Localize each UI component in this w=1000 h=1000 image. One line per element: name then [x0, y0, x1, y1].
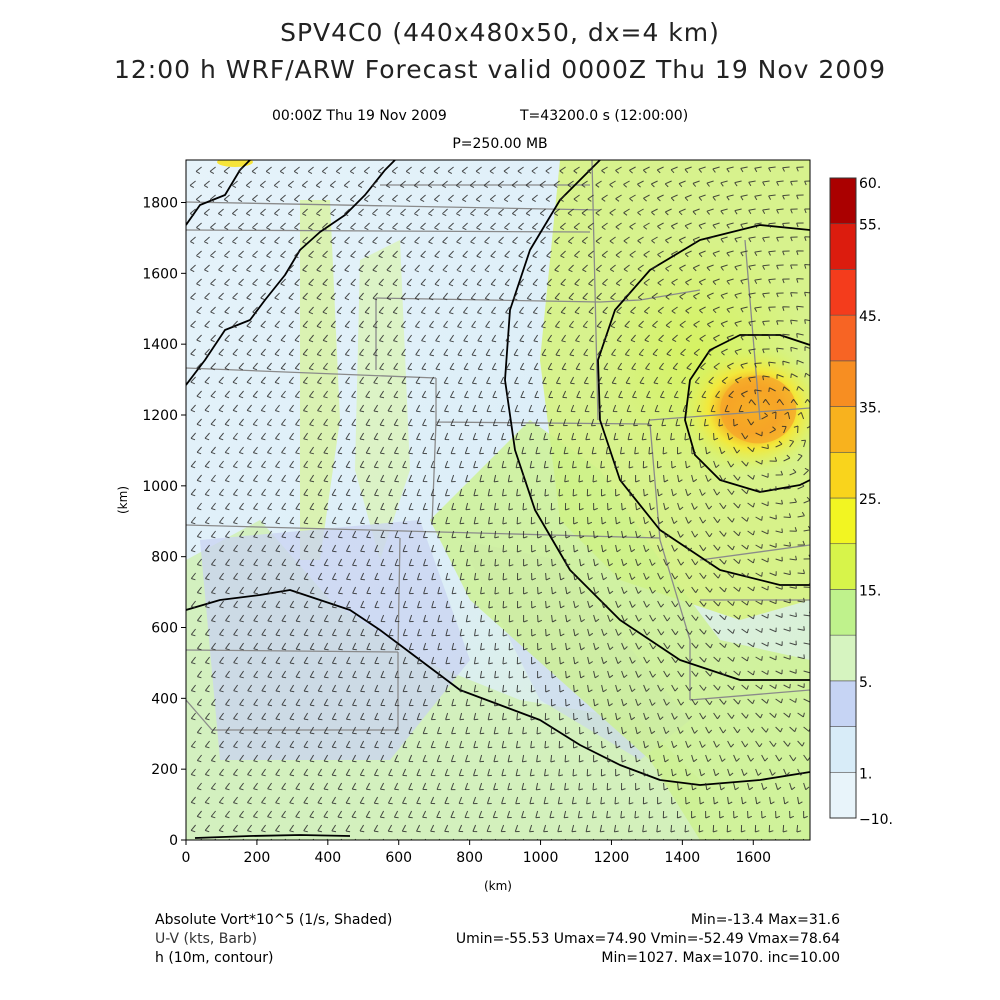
- colorbar-swatch: [829, 269, 857, 316]
- colorbar-swatch: [829, 680, 857, 727]
- plot-area: [186, 160, 810, 840]
- model-time-label: T=43200.0 s (12:00:00): [520, 108, 689, 124]
- colorbar-label: 5.: [859, 675, 872, 691]
- x-tick-label: 1400: [665, 850, 701, 866]
- y-tick-label: 800: [151, 550, 178, 566]
- colorbar-label: 55.: [859, 218, 881, 234]
- y-tick-label: 600: [151, 621, 178, 637]
- vorticity-field: [186, 160, 810, 840]
- colorbar-label: 45.: [859, 309, 881, 325]
- height-contour: [504, 160, 810, 681]
- state-border: [186, 699, 213, 731]
- colorbar-swatch: [829, 634, 857, 682]
- colorbar-label: 60.: [859, 176, 881, 192]
- plot-title: SPV4C0 (440x480x50, dx=4 km): [280, 18, 720, 47]
- vort-max-core: [720, 375, 797, 444]
- x-tick-label: 800: [456, 850, 483, 866]
- x-tick-label: 200: [244, 850, 271, 866]
- plot-forecast-title: 12:00 h WRF/ARW Forecast valid 0000Z Thu…: [113, 55, 887, 84]
- field1-stats: Min=-13.4 Max=31.6: [690, 912, 840, 928]
- y-tick-label: 400: [151, 691, 178, 707]
- state-border: [591, 160, 599, 421]
- y-axis-label: (km): [116, 486, 130, 514]
- colorbar-swatch: [829, 177, 857, 225]
- axes: 0 200 400 600 800 1000 1200 1400 1600 0 200 400 600 8…: [142, 196, 771, 867]
- state-border: [186, 201, 601, 211]
- colorbar-swatch: [829, 726, 857, 773]
- colorbar: −10. 1. 5. 15. 25. 35. 45. 55. 60.: [829, 176, 893, 828]
- colorbar-label: 1.: [859, 766, 872, 782]
- y-tick-label: 1400: [142, 337, 178, 353]
- y-tick-label: 1200: [142, 408, 178, 424]
- x-tick-label: 1600: [735, 850, 771, 866]
- y-tick-label: 0: [169, 833, 178, 849]
- field3-label: h (10m, contour): [155, 950, 274, 966]
- state-border: [186, 229, 591, 233]
- vort-negative-area: [200, 520, 470, 760]
- valid-time-label: 00:00Z Thu 19 Nov 2009: [272, 108, 447, 124]
- field1-label: Absolute Vort*10^5 (1/s, Shaded): [155, 912, 393, 928]
- state-border: [649, 407, 810, 421]
- colorbar-swatch: [829, 497, 857, 545]
- x-axis-label: (km): [484, 879, 512, 893]
- state-border: [599, 289, 701, 303]
- state-borders: [186, 160, 810, 731]
- height-contour: [194, 834, 351, 839]
- x-tick-label: 0: [182, 850, 191, 866]
- colorbar-label: 35.: [859, 401, 881, 417]
- colorbar-swatch: [829, 314, 857, 362]
- height-contour: [597, 224, 810, 586]
- x-tick-label: 1200: [594, 850, 630, 866]
- state-border: [689, 689, 810, 701]
- colorbar-swatch: [829, 451, 857, 499]
- colorbar-swatch: [829, 771, 857, 819]
- y-tick-label: 1000: [142, 479, 178, 495]
- colorbar-swatch: [829, 543, 857, 590]
- wind-barbs: [189, 166, 810, 840]
- colorbar-swatch: [829, 360, 857, 407]
- state-border: [431, 421, 437, 526]
- colorbar-swatch: [829, 406, 857, 453]
- pressure-level-label: P=250.00 MB: [452, 136, 548, 152]
- vort-positive-band: [430, 420, 810, 840]
- state-border: [699, 544, 810, 561]
- field3-stats: Min=1027. Max=1070. inc=10.00: [601, 950, 840, 966]
- wind-barb-field: [189, 166, 810, 840]
- x-tick-label: 1000: [523, 850, 559, 866]
- state-border: [649, 423, 691, 700]
- colorbar-label: −10.: [859, 812, 893, 828]
- colorbar-label: 15.: [859, 583, 881, 599]
- x-tick-label: 400: [314, 850, 341, 866]
- y-tick-label: 200: [151, 762, 178, 778]
- colorbar-label: 25.: [859, 492, 881, 508]
- state-border: [375, 297, 601, 303]
- vort-streak: [300, 200, 340, 560]
- plot-frame: [185, 159, 811, 841]
- x-tick-label: 600: [385, 850, 412, 866]
- colorbar-frame: [829, 177, 857, 819]
- height-contour: [186, 160, 396, 386]
- y-tick-label: 1600: [142, 266, 178, 282]
- state-border: [186, 524, 661, 539]
- y-tick-label: 1800: [142, 196, 178, 212]
- field2-stats: Umin=-55.53 Umax=74.90 Vmin=-52.49 Vmax=…: [455, 931, 840, 947]
- field2-label: U-V (kts, Barb): [155, 931, 258, 947]
- vort-streak: [355, 240, 410, 560]
- state-border: [186, 649, 399, 653]
- colorbar-swatch: [829, 589, 857, 636]
- colorbar-swatch: [829, 223, 857, 270]
